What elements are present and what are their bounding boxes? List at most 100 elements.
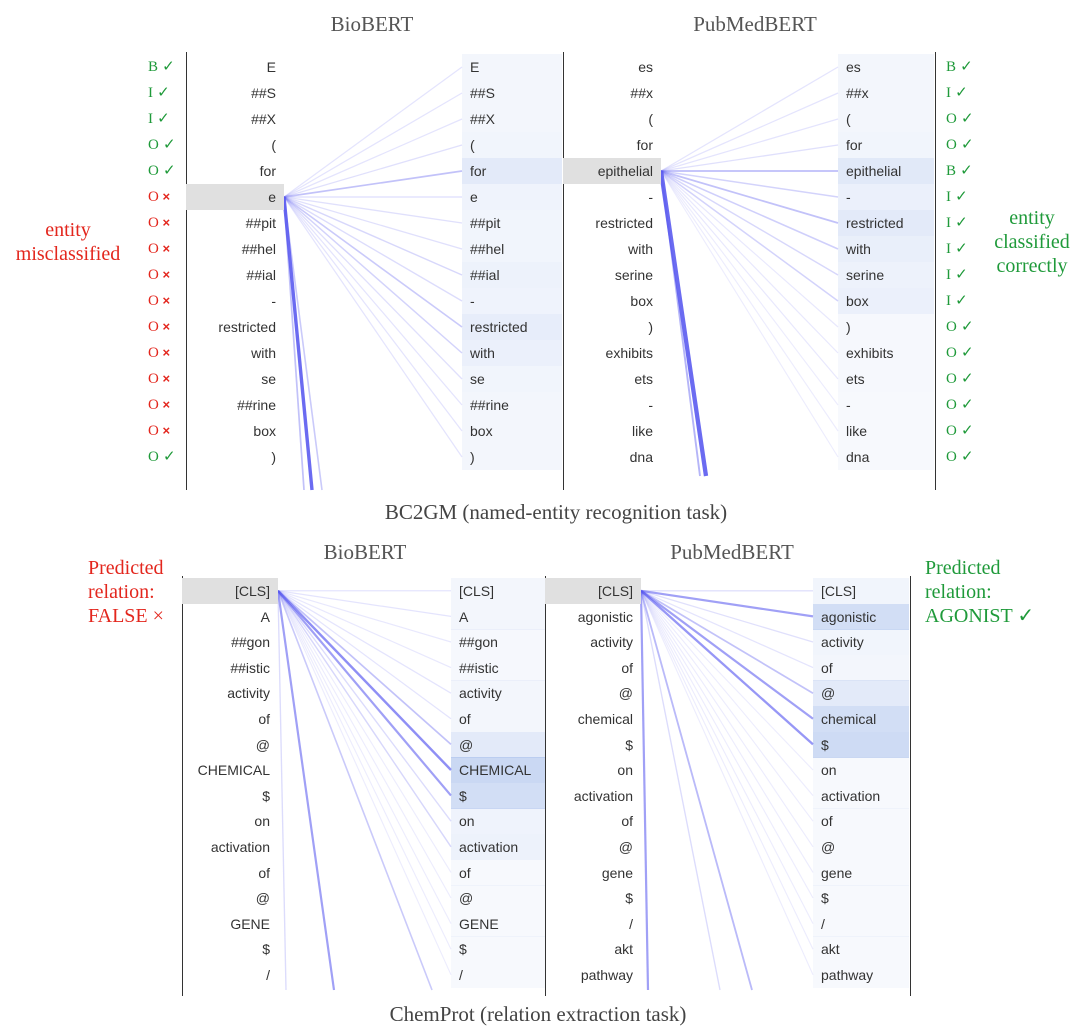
source-token[interactable]: ##hel: [241, 241, 276, 257]
source-token[interactable]: ##X: [251, 111, 276, 127]
source-token[interactable]: ): [271, 449, 276, 465]
target-token[interactable]: $: [813, 731, 909, 758]
target-token[interactable]: /: [813, 910, 909, 937]
target-token[interactable]: agonistic: [813, 603, 909, 630]
target-token[interactable]: activation: [813, 782, 909, 809]
target-token[interactable]: A: [451, 603, 545, 630]
target-token[interactable]: ##rine: [462, 392, 562, 418]
source-token[interactable]: es: [638, 59, 653, 75]
target-token[interactable]: gene: [813, 859, 909, 886]
source-token[interactable]: akt: [614, 941, 633, 958]
source-token[interactable]: activation: [210, 839, 270, 855]
source-token[interactable]: ##x: [630, 85, 653, 101]
target-token[interactable]: ##x: [838, 80, 934, 106]
target-token[interactable]: @: [451, 885, 545, 912]
source-token[interactable]: ##rine: [237, 397, 276, 413]
source-token[interactable]: $: [625, 890, 633, 907]
source-token[interactable]: of: [258, 864, 270, 881]
source-token[interactable]: [CLS]: [545, 578, 641, 604]
target-token[interactable]: dna: [838, 444, 934, 470]
source-token[interactable]: $: [625, 736, 633, 753]
target-token[interactable]: restricted: [838, 210, 934, 236]
target-token[interactable]: $: [451, 782, 545, 809]
target-token[interactable]: @: [813, 680, 909, 707]
source-token[interactable]: chemical: [577, 711, 633, 727]
target-token[interactable]: activation: [451, 834, 545, 860]
target-token[interactable]: epithelial: [838, 158, 934, 184]
target-token[interactable]: with: [462, 340, 562, 366]
target-token[interactable]: chemical: [813, 706, 909, 732]
source-token[interactable]: activation: [573, 787, 633, 804]
target-token[interactable]: ##X: [462, 106, 562, 132]
target-token[interactable]: $: [813, 885, 909, 912]
source-token[interactable]: -: [648, 397, 653, 413]
target-token[interactable]: of: [813, 808, 909, 835]
target-token[interactable]: of: [813, 654, 909, 681]
source-token[interactable]: A: [260, 608, 270, 625]
target-token[interactable]: ##gon: [451, 629, 545, 656]
source-token[interactable]: on: [617, 762, 633, 779]
target-token[interactable]: [CLS]: [813, 578, 909, 604]
source-token[interactable]: ##S: [251, 85, 276, 101]
target-token[interactable]: -: [462, 288, 562, 314]
source-token[interactable]: /: [629, 915, 633, 932]
source-token[interactable]: with: [251, 345, 276, 361]
source-token[interactable]: of: [621, 813, 633, 830]
source-token[interactable]: with: [628, 241, 653, 257]
source-token[interactable]: ): [648, 319, 653, 335]
source-token[interactable]: e: [186, 184, 284, 210]
target-token[interactable]: activity: [813, 629, 909, 656]
target-token[interactable]: ##istic: [451, 654, 545, 681]
source-token[interactable]: pathway: [580, 967, 633, 983]
target-token[interactable]: pathway: [813, 962, 909, 988]
target-token[interactable]: box: [838, 288, 934, 314]
source-token[interactable]: E: [266, 59, 276, 75]
target-token[interactable]: (: [838, 106, 934, 132]
source-token[interactable]: restricted: [595, 215, 653, 231]
source-token[interactable]: -: [271, 293, 276, 309]
target-token[interactable]: ##hel: [462, 236, 562, 262]
source-token[interactable]: ##istic: [230, 659, 270, 676]
target-token[interactable]: of: [451, 859, 545, 886]
source-token[interactable]: @: [618, 685, 633, 702]
target-token[interactable]: of: [451, 706, 545, 732]
target-token[interactable]: [CLS]: [451, 578, 545, 604]
target-token[interactable]: es: [838, 54, 934, 80]
source-token[interactable]: (: [648, 111, 653, 127]
source-token[interactable]: ##pit: [245, 215, 276, 231]
target-token[interactable]: box: [462, 418, 562, 444]
target-token[interactable]: E: [462, 54, 562, 80]
source-token[interactable]: exhibits: [605, 345, 653, 361]
source-token[interactable]: of: [258, 711, 270, 727]
target-token[interactable]: exhibits: [838, 340, 934, 366]
target-token[interactable]: (: [462, 132, 562, 158]
source-token[interactable]: se: [261, 371, 276, 387]
target-token[interactable]: ##ial: [462, 262, 562, 288]
target-token[interactable]: e: [462, 184, 562, 210]
source-token[interactable]: GENE: [230, 915, 270, 932]
target-token[interactable]: $: [451, 936, 545, 963]
source-token[interactable]: (: [271, 137, 276, 153]
source-token[interactable]: box: [630, 293, 653, 309]
target-token[interactable]: GENE: [451, 910, 545, 937]
source-token[interactable]: agonistic: [577, 608, 633, 625]
target-token[interactable]: akt: [813, 936, 909, 963]
target-token[interactable]: ets: [838, 366, 934, 392]
target-token[interactable]: ##pit: [462, 210, 562, 236]
target-token[interactable]: @: [813, 834, 909, 860]
source-token[interactable]: of: [621, 659, 633, 676]
target-token[interactable]: restricted: [462, 314, 562, 340]
source-token[interactable]: CHEMICAL: [197, 762, 270, 779]
target-token[interactable]: like: [838, 418, 934, 444]
source-token[interactable]: ##gon: [231, 634, 270, 651]
source-token[interactable]: for: [636, 137, 653, 153]
source-token[interactable]: @: [255, 890, 270, 907]
target-token[interactable]: serine: [838, 262, 934, 288]
source-token[interactable]: @: [255, 736, 270, 753]
target-token[interactable]: ): [462, 444, 562, 470]
target-token[interactable]: with: [838, 236, 934, 262]
source-token[interactable]: on: [254, 813, 270, 830]
source-token[interactable]: activity: [227, 685, 270, 702]
source-token[interactable]: [CLS]: [182, 578, 278, 604]
target-token[interactable]: @: [451, 731, 545, 758]
